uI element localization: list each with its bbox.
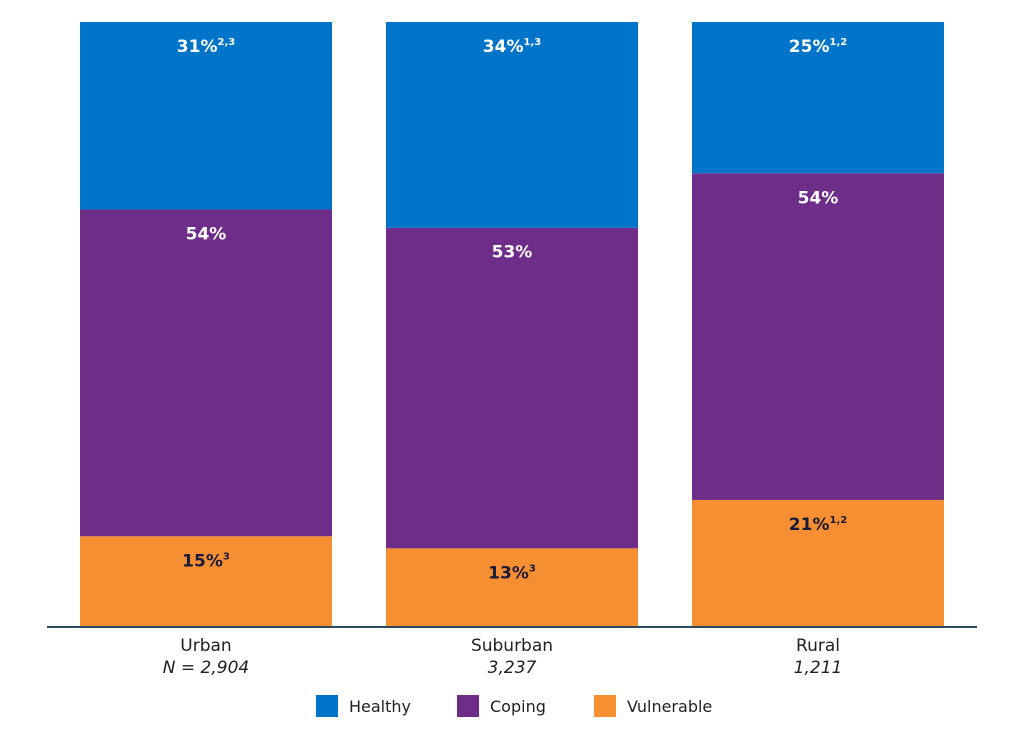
bar-suburban-coping	[386, 227, 638, 549]
x-tick-label-suburban: Suburban	[471, 636, 553, 656]
legend-label-vulnerable: Vulnerable	[627, 697, 712, 716]
sample-size-urban: N = 2,904	[163, 658, 249, 678]
bar-rural-coping	[692, 173, 944, 500]
sample-size-rural: 1,211	[794, 658, 843, 678]
x-tick-label-urban: Urban	[180, 636, 231, 656]
bar-suburban-coping-label: 53%	[492, 243, 533, 263]
x-tick-label-rural: Rural	[796, 636, 840, 656]
bar-suburban-healthy	[386, 22, 638, 228]
bar-suburban-vulnerable	[386, 548, 638, 627]
bar-suburban-vulnerable-label: 13%3	[488, 563, 536, 583]
legend-label-coping: Coping	[490, 697, 546, 716]
bar-urban-vulnerable-label: 15%3	[182, 551, 230, 571]
legend-swatch-healthy	[316, 695, 338, 717]
bar-urban-healthy	[80, 22, 332, 210]
bar-suburban-healthy-label: 34%1,3	[483, 37, 541, 57]
bar-rural-vulnerable-label: 21%1,2	[789, 515, 847, 535]
bar-urban-healthy-label: 31%2,3	[177, 37, 235, 57]
bar-urban-coping	[80, 209, 332, 537]
bar-urban-vulnerable	[80, 536, 332, 627]
bar-rural-healthy-label: 25%1,2	[789, 37, 847, 57]
bar-rural-coping-label: 54%	[798, 188, 839, 208]
bar-urban-coping-label: 54%	[186, 225, 227, 245]
segment-labels-group: 15%3 54% 31%2,3 13%3 53% 34%1,3 21%1,2 54% 25%1,…	[177, 37, 847, 583]
bar-rural-healthy	[692, 22, 944, 174]
legend-swatch-vulnerable	[594, 695, 616, 717]
bar-rural-vulnerable	[692, 499, 944, 627]
legend-swatch-coping	[457, 695, 479, 717]
sample-size-suburban: 3,237	[488, 658, 537, 678]
legend-label-healthy: Healthy	[349, 697, 411, 716]
legend: Healthy Coping Vulnerable	[316, 695, 712, 717]
bars-group	[80, 22, 944, 627]
